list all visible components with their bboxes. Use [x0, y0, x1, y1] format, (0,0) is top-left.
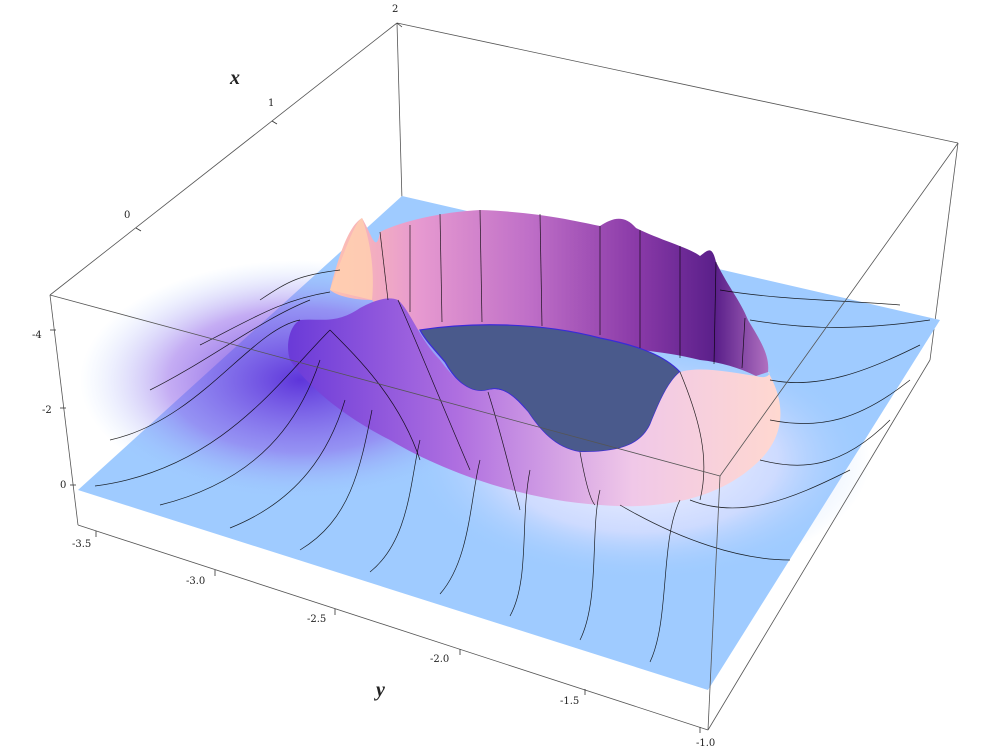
y-tick-label: -2.5 — [307, 614, 326, 625]
y-tick-label: -2.0 — [430, 654, 449, 665]
ridge-front-wall — [288, 298, 781, 507]
y-axis-label: y — [374, 679, 385, 701]
x-tick-label: 0 — [124, 210, 130, 221]
ridge-inner-wall — [330, 210, 769, 376]
z-tick-label: -2 — [42, 405, 52, 416]
y-tick-label: -1.5 — [560, 696, 579, 707]
x-tick-labels: 2 1 0 — [124, 4, 398, 221]
y-tick-label: -3.5 — [72, 539, 91, 550]
tick-marks — [50, 22, 701, 733]
x-tick-label: 2 — [392, 4, 398, 15]
ridge-peak-left — [330, 218, 373, 300]
z-tick-labels: -4 -2 0 — [32, 330, 66, 491]
z-tick-label: 0 — [60, 480, 66, 491]
y-tick-label: -1.0 — [696, 738, 715, 749]
z-tick-label: -4 — [32, 330, 42, 341]
y-tick-label: -3.0 — [186, 576, 205, 587]
bounding-box-front — [49, 142, 959, 731]
y-tick-labels: -3.5 -3.0 -2.5 -2.0 -1.5 -1.0 — [72, 539, 715, 749]
hole-cap — [419, 324, 681, 453]
x-axis-label: x — [229, 67, 240, 89]
x-tick-label: 1 — [268, 98, 274, 109]
